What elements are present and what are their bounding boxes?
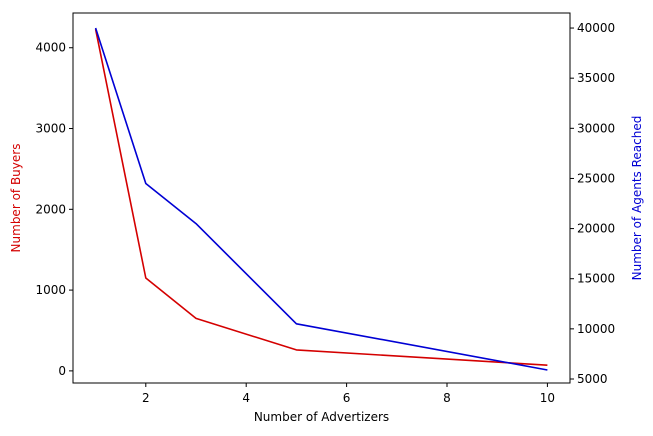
right-y-axis-ticks: 5000 10000 15000 20000 25000 30000 35000 40000: [570, 21, 615, 386]
left-y-tick-label: 3000: [35, 122, 66, 136]
x-axis-label: Number of Advertizers: [254, 410, 389, 424]
x-axis-ticks: 2 4 6 8 10: [142, 383, 555, 405]
right-y-tick-label: 35000: [577, 71, 615, 85]
x-tick-label: 2: [142, 391, 150, 405]
left-y-tick-label: 0: [58, 364, 66, 378]
x-tick-label: 6: [343, 391, 351, 405]
x-tick-label: 10: [540, 391, 555, 405]
right-y-tick-label: 10000: [577, 322, 615, 336]
right-y-tick-label: 20000: [577, 222, 615, 236]
left-y-axis-label: Number of Buyers: [9, 144, 23, 253]
right-y-tick-label: 40000: [577, 21, 615, 35]
right-y-axis-label: Number of Agents Reached: [630, 116, 644, 281]
buyers-line: [94, 29, 548, 366]
right-y-tick-label: 25000: [577, 171, 615, 185]
left-y-tick-label: 1000: [35, 283, 66, 297]
x-tick-label: 8: [443, 391, 451, 405]
agents-reached-line: [94, 27, 548, 371]
x-tick-label: 4: [242, 391, 250, 405]
left-y-tick-label: 2000: [35, 202, 66, 216]
left-y-axis-ticks: 0 1000 2000 3000 4000: [35, 41, 73, 378]
plot-area: [72, 12, 571, 384]
series-lines: [94, 27, 548, 371]
plot-frame: [72, 12, 571, 384]
left-y-tick-label: 4000: [35, 41, 66, 55]
right-y-tick-label: 30000: [577, 121, 615, 135]
right-y-tick-label: 15000: [577, 272, 615, 286]
right-y-tick-label: 5000: [577, 372, 608, 386]
